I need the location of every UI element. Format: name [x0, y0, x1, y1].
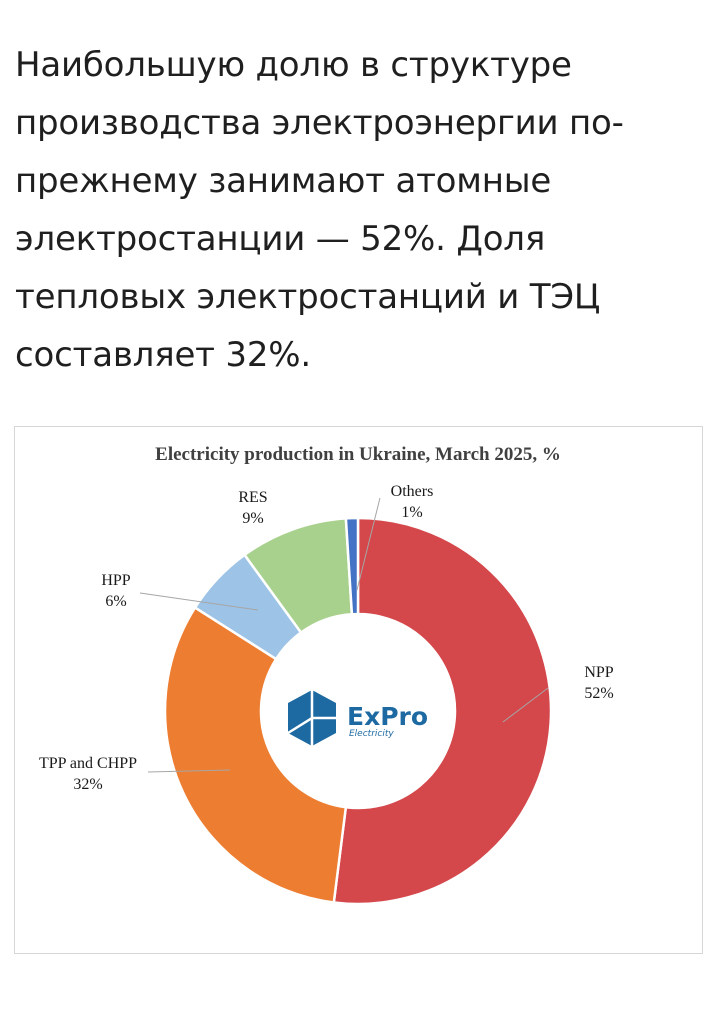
leader-line-tpp-and-chpp	[147, 769, 231, 773]
logo-tagline: Electricity	[349, 729, 394, 739]
expro-logo: ExPro Electricity	[287, 690, 428, 746]
slice-others	[344, 516, 360, 616]
leader-line-hpp	[139, 592, 259, 611]
slice-label-tpp-and-chpp: TPP and CHPP	[39, 755, 137, 772]
logo-wordmark: ExPro	[347, 702, 428, 731]
slice-value-npp: 52%	[584, 685, 613, 702]
slice-tpp-and-chpp	[163, 605, 348, 904]
cube-icon	[287, 690, 336, 746]
slice-label-res: RES	[238, 489, 267, 506]
slice-label-others: Others	[391, 483, 434, 500]
slice-label-hpp: HPP	[101, 572, 130, 589]
slice-value-res: 9%	[242, 510, 263, 527]
leader-line-npp	[502, 687, 549, 723]
leader-line-others	[356, 497, 381, 591]
slice-value-others: 1%	[401, 504, 422, 521]
slice-label-npp: NPP	[584, 664, 613, 681]
slice-npp	[332, 516, 553, 906]
chart-title: Electricity production in Ukraine, March…	[155, 444, 561, 465]
slice-value-tpp-and-chpp: 32%	[73, 776, 102, 793]
article-paragraph: Наибольшую долю в структуре производства…	[15, 45, 624, 375]
slice-value-hpp: 6%	[105, 593, 126, 610]
